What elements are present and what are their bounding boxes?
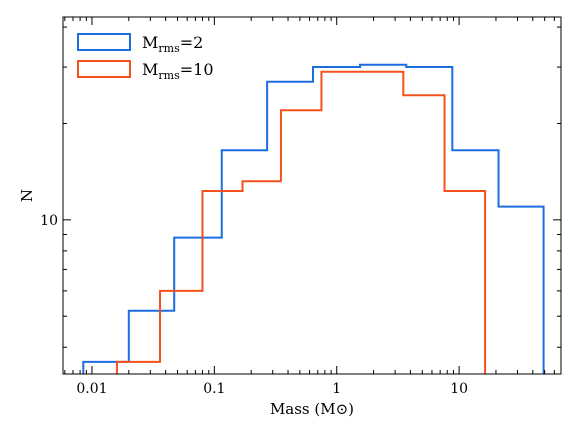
y-axis-label: N xyxy=(18,189,36,202)
x-tick-labels: 0.01 0.1 1 10 xyxy=(76,381,468,397)
plot-frame xyxy=(62,16,562,375)
legend-label: Mrms=10 xyxy=(142,60,214,82)
legend-label-value: =10 xyxy=(180,60,214,79)
legend-label-subscript: rms xyxy=(158,69,180,82)
x-tick-label: 1 xyxy=(332,381,341,397)
y-tick-label: 10 xyxy=(40,213,58,229)
legend-swatch xyxy=(77,33,131,51)
histogram-series-1 xyxy=(82,63,545,374)
legend-label-main: M xyxy=(142,33,158,52)
legend-label: Mrms=2 xyxy=(142,33,203,55)
histogram-series-2 xyxy=(115,70,487,374)
histogram-series-layer xyxy=(82,63,545,374)
legend-label-subscript: rms xyxy=(158,42,180,55)
x-axis-label: Mass (M⊙) xyxy=(270,400,354,418)
legend-swatch xyxy=(77,60,131,78)
legend-label-value: =2 xyxy=(180,33,204,52)
legend-label-main: M xyxy=(142,60,158,79)
x-tick-label: 0.01 xyxy=(76,381,107,397)
x-tick-label: 0.1 xyxy=(203,381,225,397)
x-tick-label: 10 xyxy=(450,381,468,397)
axis-ticks-layer xyxy=(63,17,561,374)
y-tick-labels: 10 xyxy=(40,213,58,229)
